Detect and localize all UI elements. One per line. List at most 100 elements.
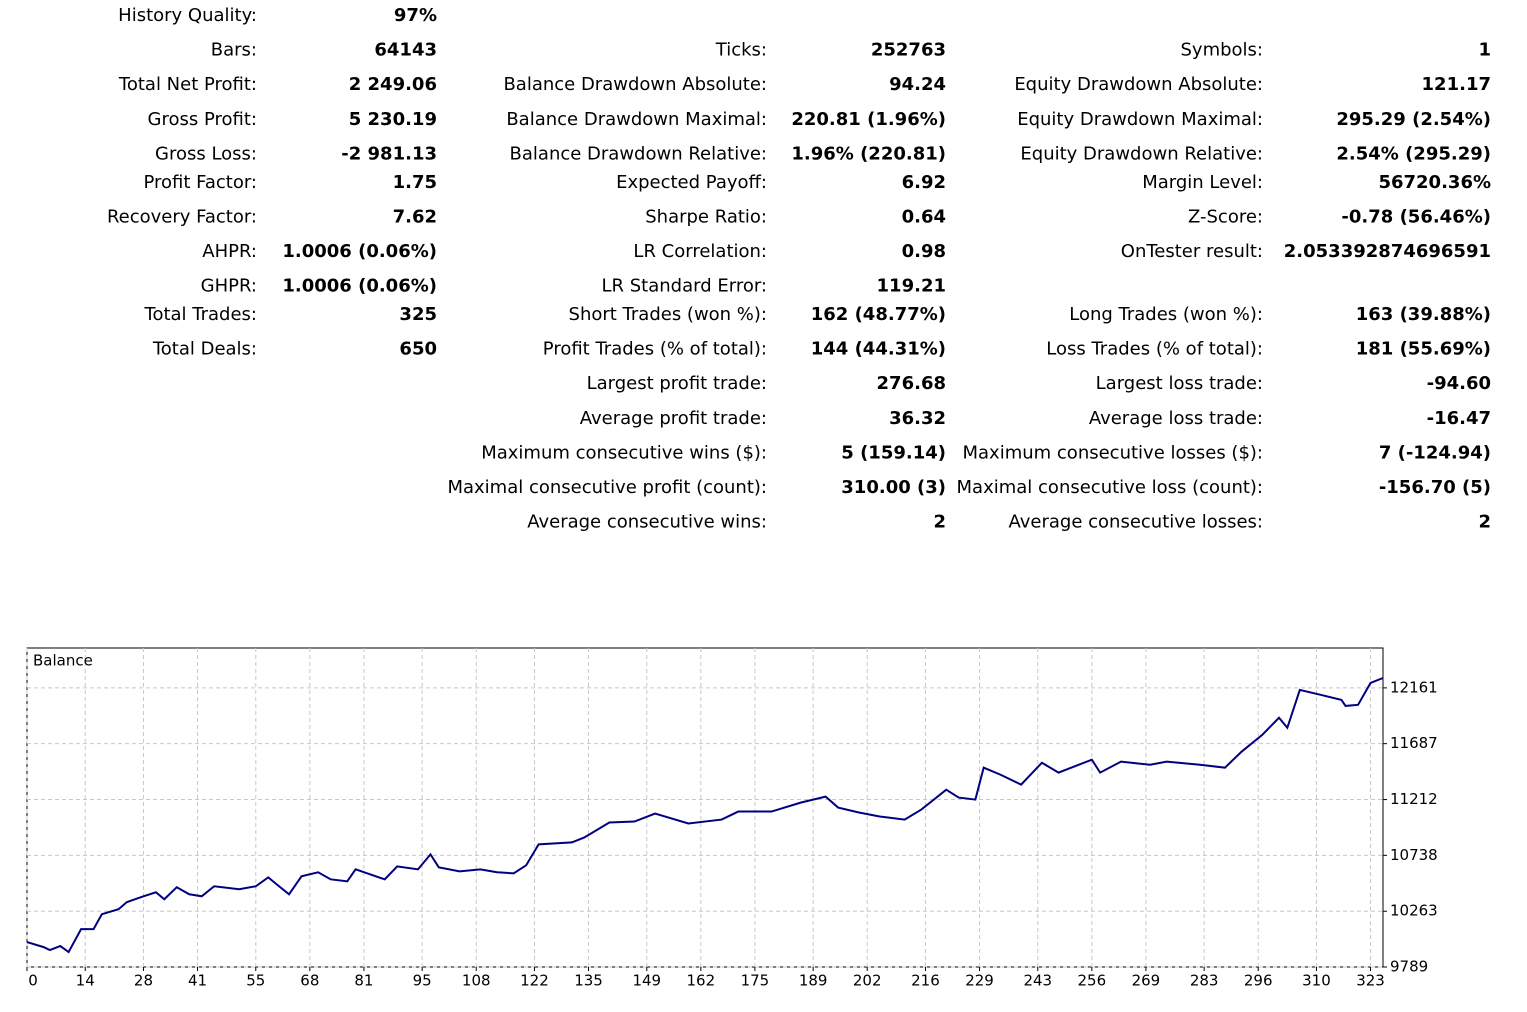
stat-value: 1.75	[393, 172, 437, 193]
stat-label: Largest loss trade:	[1096, 373, 1263, 394]
stat-value: 5 230.19	[349, 109, 437, 130]
stat-value: 2 249.06	[349, 74, 437, 95]
stat-label: Expected Payoff:	[616, 172, 767, 193]
x-tick-label: 269	[1132, 972, 1161, 990]
stat-value: -2 981.13	[341, 143, 437, 164]
x-tick-label: 175	[741, 972, 770, 990]
stat-value: 163 (39.88%)	[1356, 304, 1491, 325]
stat-value: 181 (55.69%)	[1356, 339, 1491, 360]
stat-value: 2.54% (295.29)	[1336, 143, 1491, 164]
stat-label: Equity Drawdown Absolute:	[1014, 74, 1263, 95]
y-tick-label: 9789	[1390, 958, 1428, 976]
stat-label: LR Standard Error:	[602, 276, 768, 297]
x-tick-label: 202	[853, 972, 882, 990]
stat-label: Sharpe Ratio:	[645, 206, 767, 227]
stat-value: 97%	[394, 5, 437, 26]
stat-value: 1.96% (220.81)	[791, 143, 946, 164]
stat-label: Maximum consecutive losses ($):	[963, 442, 1264, 463]
stat-label: LR Correlation:	[633, 241, 767, 262]
x-tick-label: 229	[965, 972, 994, 990]
stat-label: Balance Drawdown Absolute:	[503, 74, 767, 95]
stat-label: Profit Trades (% of total):	[543, 339, 767, 360]
stat-value: 7 (-124.94)	[1379, 442, 1491, 463]
stat-value: 220.81 (1.96%)	[791, 109, 946, 130]
x-tick-label: 108	[462, 972, 491, 990]
stat-label: AHPR:	[202, 241, 257, 262]
y-tick-label: 11212	[1390, 790, 1438, 808]
balance-line	[26, 677, 1384, 954]
stat-label: Total Deals:	[152, 339, 257, 360]
stat-label: Z-Score:	[1188, 206, 1263, 227]
x-tick-label: 55	[246, 972, 265, 990]
stat-value: 276.68	[877, 373, 946, 394]
x-tick-label: 14	[76, 972, 95, 990]
stat-label: Maximal consecutive profit (count):	[447, 477, 767, 498]
x-tick-label: 310	[1302, 972, 1331, 990]
stat-label: GHPR:	[201, 276, 257, 297]
stat-value: 56720.36%	[1378, 172, 1491, 193]
stat-label: Maximum consecutive wins ($):	[481, 442, 767, 463]
x-tick-label: 296	[1244, 972, 1273, 990]
stat-value: 7.62	[393, 206, 437, 227]
chart-frame	[26, 647, 1384, 968]
stat-label: History Quality:	[118, 5, 257, 26]
stat-label: Equity Drawdown Relative:	[1020, 143, 1263, 164]
stat-label: Gross Profit:	[148, 109, 257, 130]
stat-value: 0.98	[902, 241, 946, 262]
x-tick-label: 81	[354, 972, 373, 990]
y-tick-label: 10263	[1390, 902, 1438, 920]
x-tick-label: 243	[1023, 972, 1052, 990]
stat-label: Bars:	[211, 40, 257, 61]
stat-label: Largest profit trade:	[587, 373, 767, 394]
stat-label: Long Trades (won %):	[1069, 304, 1263, 325]
x-tick-label: 41	[188, 972, 207, 990]
stat-label: Short Trades (won %):	[569, 304, 767, 325]
x-tick-label: 95	[413, 972, 432, 990]
stat-value: 2	[933, 512, 946, 533]
x-tick-label: 68	[300, 972, 319, 990]
stat-label: Average consecutive wins:	[527, 512, 767, 533]
stat-value: -94.60	[1427, 373, 1491, 394]
x-tick-label: 0	[28, 972, 38, 990]
stat-value: 1.0006 (0.06%)	[282, 241, 437, 262]
stat-label: OnTester result:	[1121, 241, 1263, 262]
stat-value: 310.00 (3)	[841, 477, 946, 498]
y-tick-label: 10738	[1390, 846, 1438, 864]
stat-label: Ticks:	[715, 40, 767, 61]
stat-value: 252763	[871, 40, 946, 61]
x-tick-label: 135	[574, 972, 603, 990]
stat-label: Margin Level:	[1142, 172, 1263, 193]
stat-value: 94.24	[889, 74, 946, 95]
x-tick-label: 28	[134, 972, 153, 990]
stat-value: 162 (48.77%)	[811, 304, 946, 325]
stat-value: 121.17	[1422, 74, 1491, 95]
stat-value: 295.29 (2.54%)	[1336, 109, 1491, 130]
stat-value: 0.64	[902, 206, 946, 227]
x-tick-label: 323	[1356, 972, 1385, 990]
stat-value: 6.92	[902, 172, 946, 193]
stat-value: 325	[399, 304, 437, 325]
stat-value: 2	[1478, 512, 1491, 533]
stat-value: 650	[399, 339, 437, 360]
x-tick-label: 256	[1078, 972, 1107, 990]
stat-value: -16.47	[1427, 408, 1491, 429]
stat-label: Symbols:	[1181, 40, 1264, 61]
stat-value: 5 (159.14)	[841, 442, 946, 463]
stat-label: Average consecutive losses:	[1008, 512, 1263, 533]
stat-label: Loss Trades (% of total):	[1046, 339, 1263, 360]
stat-value: 119.21	[877, 276, 946, 297]
x-tick-label: 283	[1190, 972, 1219, 990]
grid	[26, 648, 1383, 968]
y-tick-label: 12161	[1390, 678, 1438, 696]
stat-label: Total Trades:	[144, 304, 257, 325]
stat-value: 1	[1478, 40, 1491, 61]
stat-label: Balance Drawdown Relative:	[510, 143, 767, 164]
stat-value: 144 (44.31%)	[811, 339, 946, 360]
x-tick-label: 216	[911, 972, 940, 990]
stat-label: Recovery Factor:	[107, 206, 257, 227]
stat-value: -0.78 (56.46%)	[1341, 206, 1491, 227]
stat-label: Average profit trade:	[580, 408, 767, 429]
x-tick-label: 122	[520, 972, 549, 990]
